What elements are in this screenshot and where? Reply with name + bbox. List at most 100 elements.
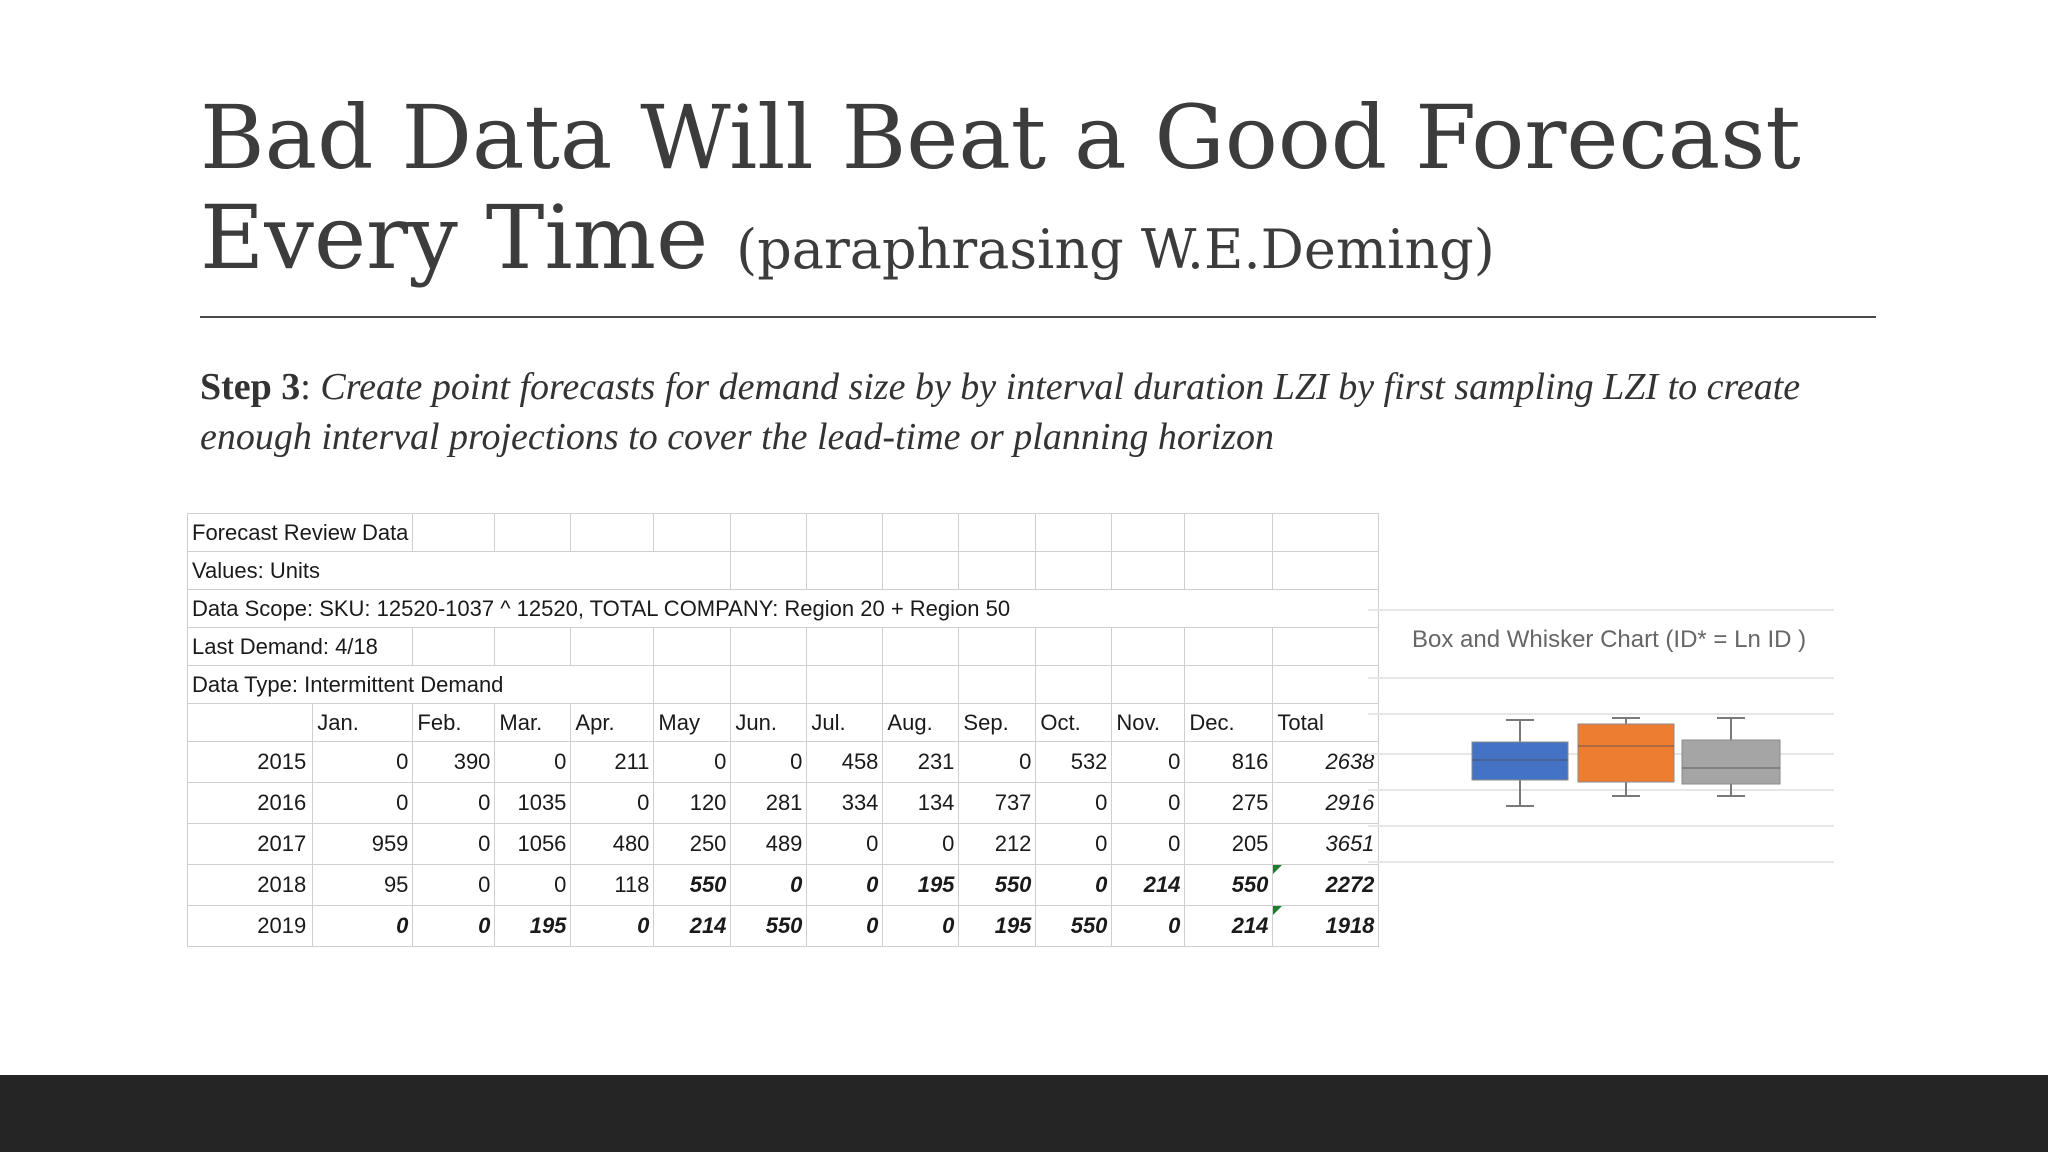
value-cell: 214	[653, 905, 732, 947]
empty-cell	[958, 551, 1037, 590]
table-row: 2015 0 390 0 211 0 0 458 231 0 532 0 816 2638	[186, 741, 1380, 783]
value-cell: 0	[570, 782, 655, 824]
table-row: 2019 0 0 195 0 214 550 0 0 195 550 0 214 1918	[186, 905, 1380, 947]
info-cell: Forecast Review Data	[186, 513, 414, 552]
chart-title: Box and Whisker Chart (ID* = Ln ID )	[1412, 626, 1807, 653]
value-cell: 0	[1111, 741, 1186, 783]
value-cell: 120	[653, 782, 732, 824]
value-cell: 0	[806, 864, 884, 906]
info-cell: Data Scope: SKU: 12520-1037 ^ 12520, TOT…	[186, 589, 1380, 628]
value-cell: 0	[312, 782, 414, 824]
empty-cell	[570, 627, 655, 666]
value-cell: 0	[1111, 905, 1186, 947]
empty-cell	[1111, 627, 1186, 666]
value-cell: 212	[958, 823, 1037, 865]
year-cell: 2019	[186, 905, 314, 947]
value-cell: 816	[1184, 741, 1274, 783]
box-series-1	[1471, 741, 1569, 781]
value-cell: 95	[312, 864, 414, 906]
value-cell: 550	[730, 905, 808, 947]
year-cell: 2018	[186, 864, 314, 906]
title-main: Bad Data Will Beat a Good Forecast Every…	[200, 86, 1801, 289]
value-cell: 959	[312, 823, 414, 865]
column-header: Jun.	[730, 703, 808, 742]
sheet-body: Forecast Review Data Values: Units Data Sc…	[186, 513, 1380, 947]
value-cell: 231	[882, 741, 960, 783]
value-cell: 0	[312, 905, 414, 947]
value-cell: 0	[730, 741, 808, 783]
empty-cell	[1035, 665, 1113, 704]
step-separator: :	[300, 366, 321, 408]
value-cell: 0	[1035, 864, 1113, 906]
value-cell: 550	[653, 864, 732, 906]
title-subtitle: (paraphrasing W.E.Deming)	[736, 218, 1495, 281]
empty-cell	[1035, 551, 1113, 590]
value-cell: 0	[1111, 823, 1186, 865]
empty-cell	[730, 551, 808, 590]
column-header: Total	[1272, 703, 1380, 742]
table-row: 2017 959 0 1056 480 250 489 0 0 212 0 0 205 3651	[186, 823, 1380, 865]
box-series-2	[1577, 723, 1675, 783]
value-cell: 550	[958, 864, 1037, 906]
value-cell: 118	[570, 864, 655, 906]
year-cell: 2015	[186, 741, 314, 783]
box-whisker-chart	[1368, 609, 1834, 863]
empty-cell	[882, 513, 960, 552]
total-cell: 3651	[1272, 823, 1380, 865]
empty-cell	[1111, 551, 1186, 590]
empty-cell	[882, 665, 960, 704]
column-header: Nov.	[1111, 703, 1186, 742]
info-cell: Data Type: Intermittent Demand	[186, 665, 655, 704]
total-cell: 2272	[1272, 864, 1380, 906]
value-cell: 211	[570, 741, 655, 783]
value-cell: 275	[1184, 782, 1274, 824]
empty-cell	[882, 551, 960, 590]
empty-cell	[186, 703, 314, 742]
empty-cell	[653, 665, 732, 704]
forecast-review-table: Forecast Review Data Values: Units Data Sc…	[186, 513, 1380, 947]
title-divider	[200, 316, 1876, 318]
value-cell: 489	[730, 823, 808, 865]
value-cell: 0	[570, 905, 655, 947]
value-cell: 0	[882, 905, 960, 947]
column-header: Jul.	[806, 703, 884, 742]
empty-cell	[730, 513, 808, 552]
info-row: Forecast Review Data	[186, 513, 1380, 552]
table-row: 2018 95 0 0 118 550 0 0 195 550 0 214 550 2272	[186, 864, 1380, 906]
value-cell: 1035	[494, 782, 572, 824]
value-cell: 0	[1035, 782, 1113, 824]
header-row: Jan. Feb. Mar. Apr. May Jun. Jul. Aug. Sep. Oct. N…	[186, 703, 1380, 742]
value-cell: 0	[653, 741, 732, 783]
value-cell: 214	[1111, 864, 1186, 906]
value-cell: 195	[958, 905, 1037, 947]
empty-cell	[653, 513, 732, 552]
value-cell: 1056	[494, 823, 572, 865]
value-cell: 480	[570, 823, 655, 865]
info-cell: Last Demand: 4/18	[186, 627, 414, 666]
empty-cell	[412, 627, 496, 666]
footer-bar	[0, 1075, 2048, 1152]
value-cell: 550	[1184, 864, 1274, 906]
column-header: Sep.	[958, 703, 1037, 742]
value-cell: 205	[1184, 823, 1274, 865]
step-description: Create point forecasts for demand size b…	[200, 366, 1801, 458]
value-cell: 737	[958, 782, 1037, 824]
value-cell: 0	[806, 905, 884, 947]
value-cell: 281	[730, 782, 808, 824]
value-cell: 390	[412, 741, 496, 783]
slide-title: Bad Data Will Beat a Good Forecast Every…	[200, 88, 1900, 300]
value-cell: 532	[1035, 741, 1113, 783]
empty-cell	[1035, 627, 1113, 666]
empty-cell	[958, 665, 1037, 704]
year-cell: 2017	[186, 823, 314, 865]
step-paragraph: Step 3: Create point forecasts for deman…	[200, 362, 1880, 462]
empty-cell	[958, 627, 1037, 666]
empty-cell	[1111, 665, 1186, 704]
empty-cell	[806, 513, 884, 552]
year-cell: 2016	[186, 782, 314, 824]
column-header: Oct.	[1035, 703, 1113, 742]
value-cell: 0	[412, 782, 496, 824]
step-label: Step 3	[200, 366, 301, 408]
empty-cell	[806, 551, 884, 590]
